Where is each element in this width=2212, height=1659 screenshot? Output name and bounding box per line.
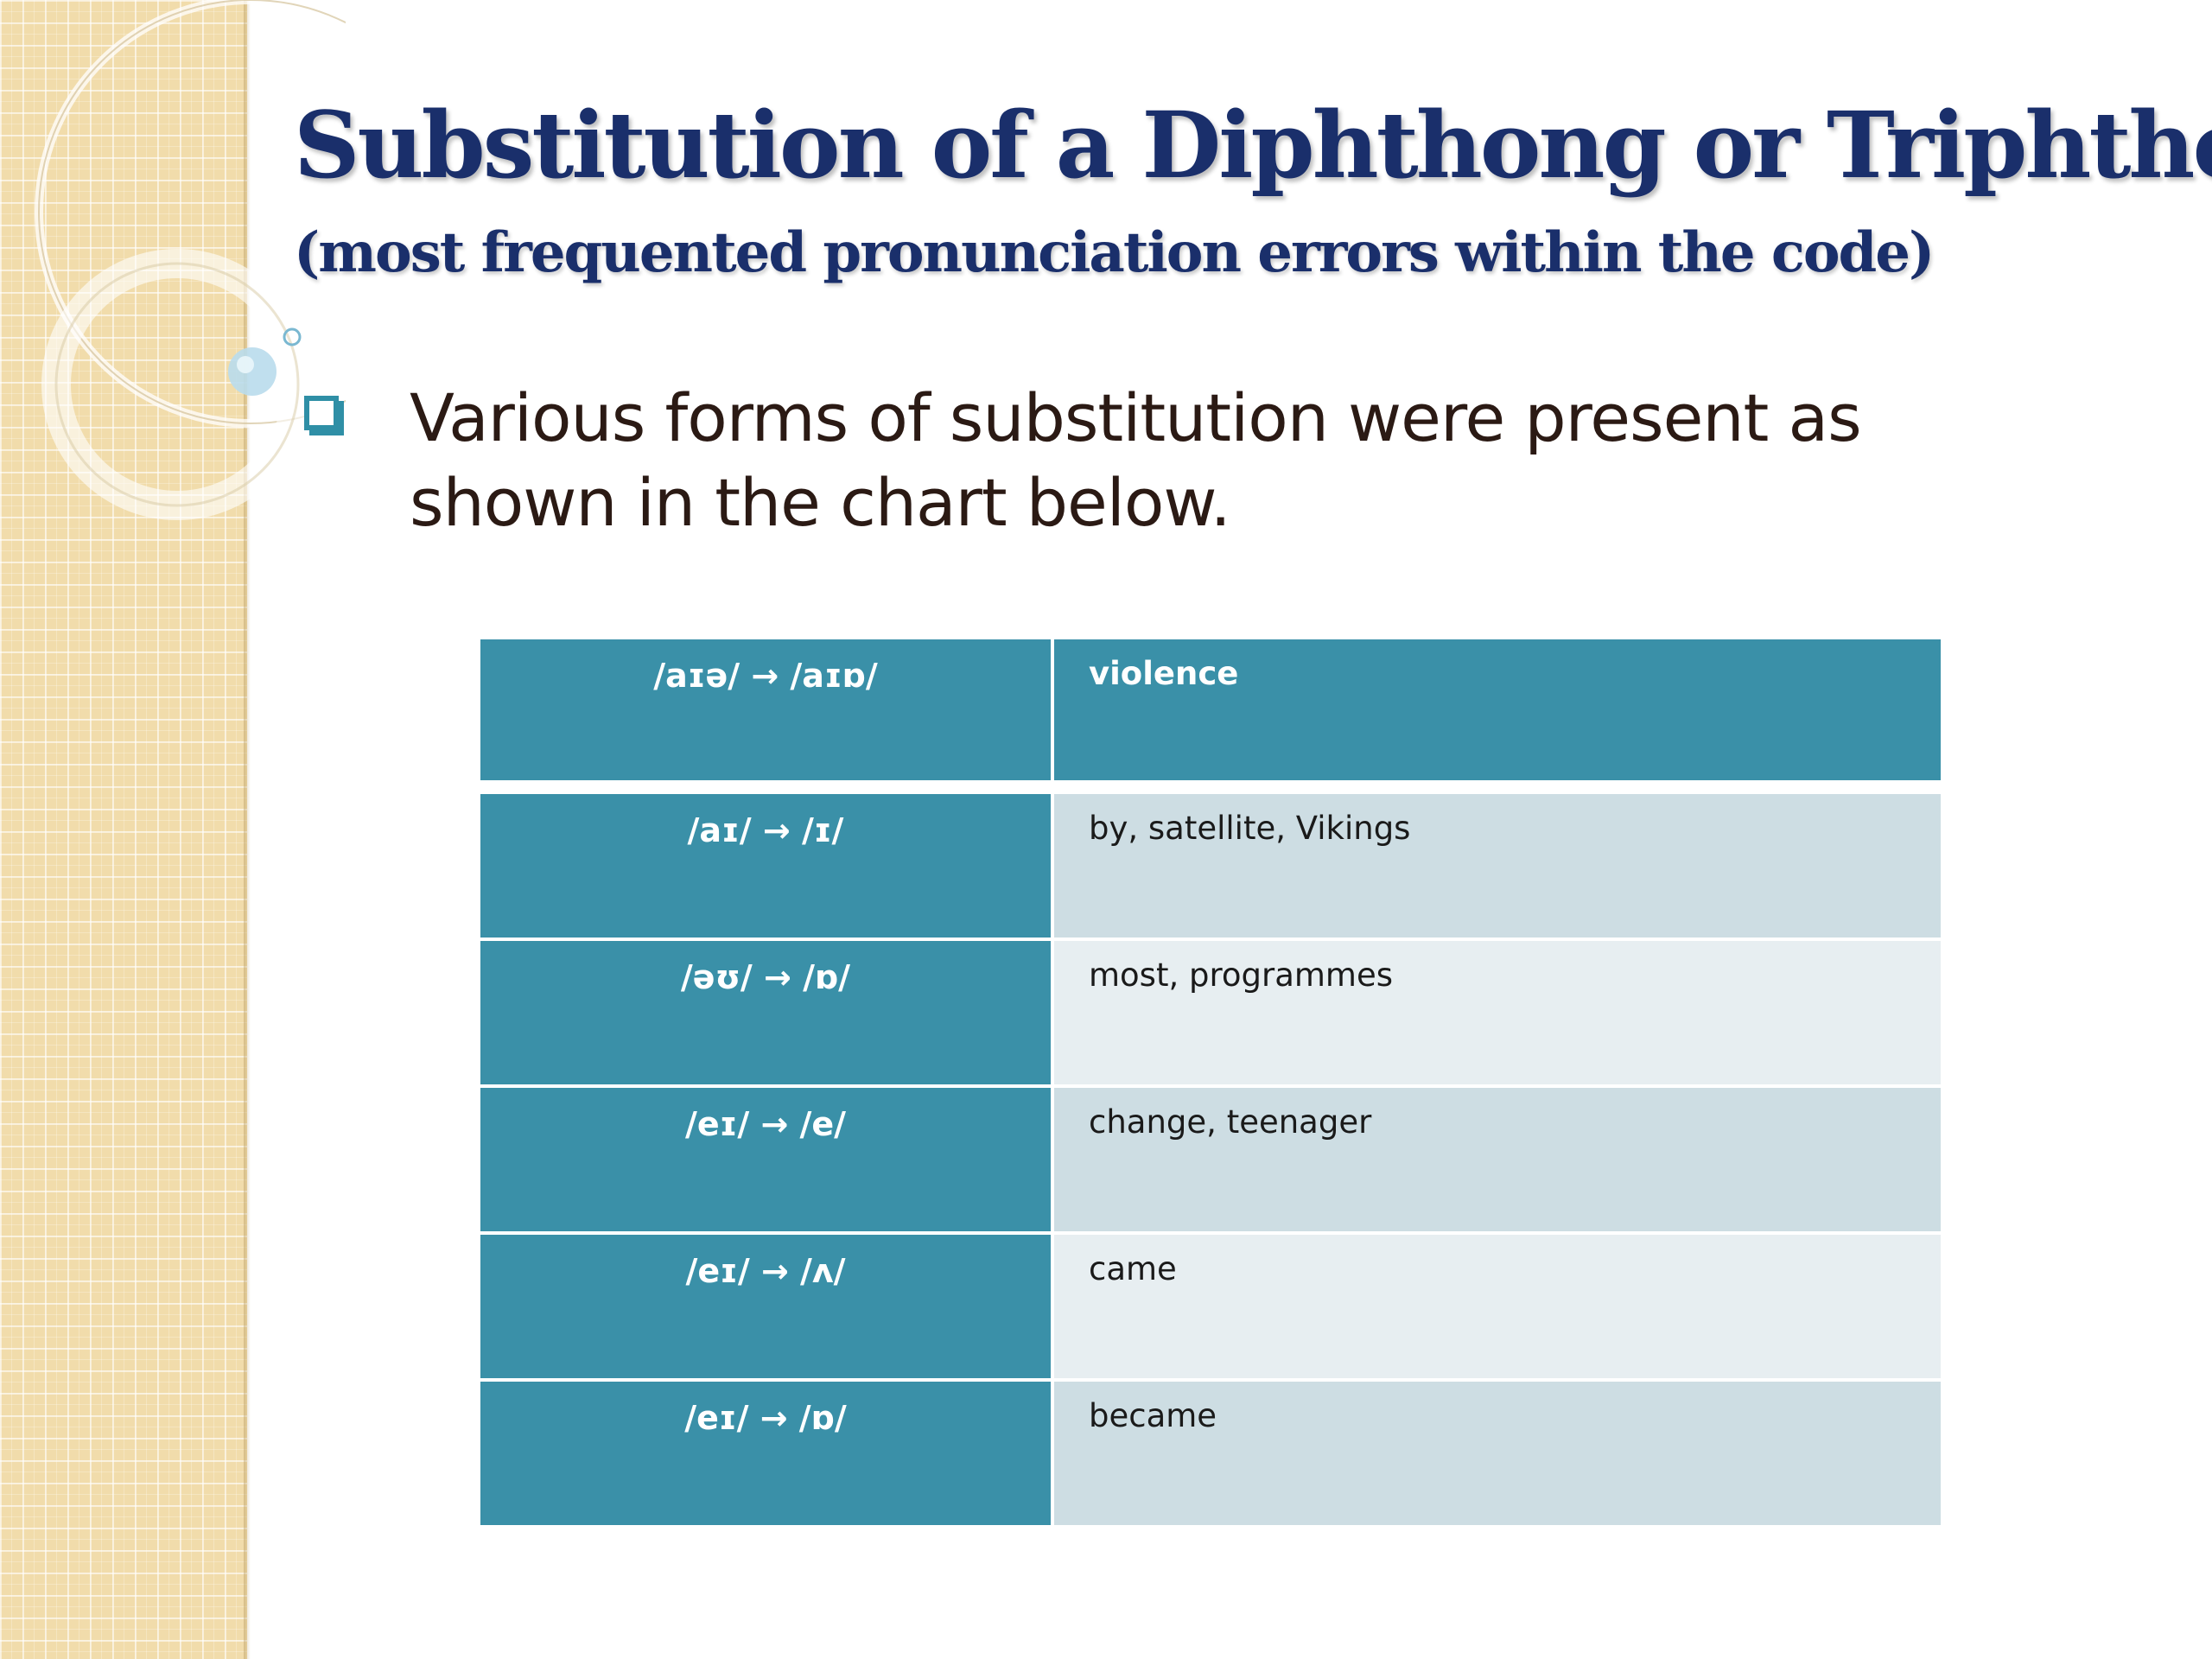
sound-cell: /eɪ/ → /ʌ/ (480, 1231, 1054, 1378)
sound-label: /əʊ/ → /ɒ/ (680, 958, 851, 996)
examples-cell: most, programmes (1054, 938, 1941, 1084)
sound-cell: /eɪ/ → /e/ (480, 1084, 1054, 1231)
sound-cell: /aɪə/ → /aɪɒ/ (480, 639, 1054, 791)
examples-cell: became (1054, 1378, 1941, 1525)
table-row: /aɪ/ → /ɪ/ by, satellite, Vikings (480, 791, 1941, 938)
table-row: /əʊ/ → /ɒ/ most, programmes (480, 938, 1941, 1084)
table-row: /eɪ/ → /e/ change, teenager (480, 1084, 1941, 1231)
examples-label: most, programmes (1089, 957, 1394, 994)
table-row: /aɪə/ → /aɪɒ/ violence (480, 639, 1941, 791)
sound-label: /eɪ/ → /ʌ/ (685, 1252, 846, 1290)
sound-cell: /əʊ/ → /ɒ/ (480, 938, 1054, 1084)
decorative-circles-icon (35, 0, 346, 520)
slide-title: Substitution of a Diphthong or Triphthon… (294, 91, 2212, 199)
examples-label: change, teenager (1089, 1103, 1372, 1141)
examples-label: became (1089, 1397, 1217, 1434)
sound-label: /eɪ/ → /ɒ/ (684, 1399, 847, 1437)
sound-label: /aɪə/ → /aɪɒ/ (653, 657, 878, 695)
sound-label: /eɪ/ → /e/ (684, 1105, 847, 1143)
table-row: /eɪ/ → /ʌ/ came (480, 1231, 1941, 1378)
examples-label: by, satellite, Vikings (1089, 810, 1411, 847)
sound-cell: /eɪ/ → /ɒ/ (480, 1378, 1054, 1525)
substitution-table: /aɪə/ → /aɪɒ/ violence /aɪ/ → /ɪ/ by, sa… (480, 639, 1941, 1525)
examples-cell: violence (1054, 639, 1941, 791)
examples-cell: change, teenager (1054, 1084, 1941, 1231)
examples-cell: by, satellite, Vikings (1054, 791, 1941, 938)
slide-subtitle: (most frequented pronunciation errors wi… (294, 220, 1935, 285)
bullet-text: Various forms of substitution were prese… (410, 379, 1862, 541)
table-row: /eɪ/ → /ɒ/ became (480, 1378, 1941, 1525)
examples-label: came (1089, 1250, 1177, 1287)
checkbox-bullet-icon (304, 396, 339, 430)
sound-label: /aɪ/ → /ɪ/ (687, 811, 844, 849)
sound-cell: /aɪ/ → /ɪ/ (480, 791, 1054, 938)
examples-cell: came (1054, 1231, 1941, 1378)
side-strip-shadow (244, 0, 251, 1659)
examples-label: violence (1089, 655, 1239, 692)
